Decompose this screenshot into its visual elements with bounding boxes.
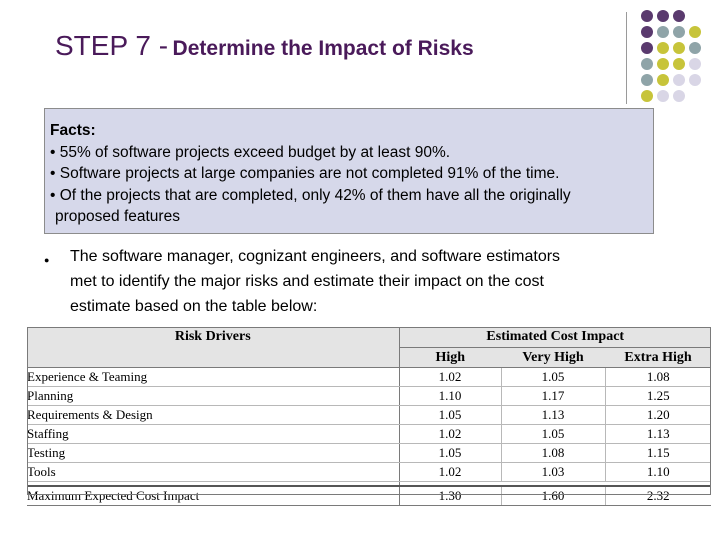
total-extra-high: 2.32 bbox=[604, 486, 711, 506]
facts-line: • Of the projects that are completed, on… bbox=[50, 186, 571, 204]
cell-high: 1.05 bbox=[398, 443, 501, 463]
cell-very-high: 1.05 bbox=[500, 367, 605, 387]
table-row: Testing 1.05 1.08 1.15 bbox=[27, 443, 711, 463]
cell-extra-high: 1.20 bbox=[604, 405, 711, 425]
row-label: Testing bbox=[27, 443, 400, 463]
decorative-dot bbox=[673, 42, 685, 54]
row-label: Staffing bbox=[27, 424, 400, 444]
decorative-dot bbox=[689, 58, 701, 70]
decorative-dot bbox=[689, 42, 701, 54]
estimated-cost-impact-header: Estimated Cost Impact bbox=[399, 327, 711, 348]
column-header-extra-high: Extra High bbox=[605, 347, 711, 368]
total-label: Maximum Expected Cost Impact bbox=[27, 486, 400, 506]
cell-high: 1.05 bbox=[398, 405, 501, 425]
decorative-dot bbox=[689, 26, 701, 38]
cell-extra-high: 1.15 bbox=[604, 443, 711, 463]
main-bullet-text: The software manager, cognizant engineer… bbox=[70, 244, 670, 319]
cell-very-high: 1.17 bbox=[500, 386, 605, 406]
decorative-dot bbox=[641, 42, 653, 54]
decorative-dot bbox=[641, 26, 653, 38]
cell-very-high: 1.05 bbox=[500, 424, 605, 444]
title-prefix: STEP 7 - bbox=[55, 30, 169, 61]
total-high: 1.30 bbox=[398, 486, 501, 506]
table-row: Tools 1.02 1.03 1.10 bbox=[27, 462, 711, 482]
decorative-dot bbox=[641, 58, 653, 70]
decorative-dot bbox=[641, 74, 653, 86]
decorative-dot bbox=[657, 42, 669, 54]
decorative-dot bbox=[657, 26, 669, 38]
cell-high: 1.02 bbox=[398, 367, 501, 387]
cell-extra-high: 1.25 bbox=[604, 386, 711, 406]
table-separator bbox=[27, 481, 711, 487]
cell-very-high: 1.08 bbox=[500, 443, 605, 463]
decorative-dot bbox=[673, 90, 685, 102]
cell-very-high: 1.03 bbox=[500, 462, 605, 482]
column-header-very-high: Very High bbox=[501, 347, 605, 368]
decorative-dot bbox=[673, 10, 685, 22]
decorative-dot bbox=[657, 10, 669, 22]
cell-extra-high: 1.10 bbox=[604, 462, 711, 482]
table-row: Experience & Teaming 1.02 1.05 1.08 bbox=[27, 367, 711, 387]
decorative-dot bbox=[641, 90, 653, 102]
facts-line: proposed features bbox=[55, 208, 180, 226]
bullet-line: estimate based on the table below: bbox=[70, 298, 318, 315]
cell-high: 1.02 bbox=[398, 462, 501, 482]
table-row: Requirements & Design 1.05 1.13 1.20 bbox=[27, 405, 711, 425]
row-label: Experience & Teaming bbox=[27, 367, 400, 387]
decorative-dot bbox=[673, 58, 685, 70]
risk-drivers-table: Risk Drivers Estimated Cost Impact High … bbox=[27, 327, 711, 506]
table-row: Staffing 1.02 1.05 1.13 bbox=[27, 424, 711, 444]
bullet-line: met to identify the major risks and esti… bbox=[70, 273, 544, 290]
bullet-line: The software manager, cognizant engineer… bbox=[70, 248, 561, 265]
row-label: Requirements & Design bbox=[27, 405, 400, 425]
cell-high: 1.02 bbox=[398, 424, 501, 444]
cell-extra-high: 1.08 bbox=[604, 367, 711, 387]
decorative-divider-line bbox=[626, 12, 627, 104]
facts-line: • Software projects at large companies a… bbox=[50, 165, 560, 183]
page-title: STEP 7 - Determine the Impact of Risks bbox=[55, 30, 474, 62]
cell-very-high: 1.13 bbox=[500, 405, 605, 425]
facts-heading: Facts: bbox=[50, 122, 96, 139]
risk-drivers-header: Risk Drivers bbox=[27, 327, 400, 368]
table-total-row: Maximum Expected Cost Impact 1.30 1.60 2… bbox=[27, 486, 711, 506]
decorative-dot bbox=[657, 90, 669, 102]
column-header-high: High bbox=[399, 347, 501, 368]
decorative-dot bbox=[641, 10, 653, 22]
row-label: Tools bbox=[27, 462, 400, 482]
total-very-high: 1.60 bbox=[500, 486, 605, 506]
facts-line: • 55% of software projects exceed budget… bbox=[50, 143, 451, 161]
cell-extra-high: 1.13 bbox=[604, 424, 711, 444]
decorative-dot bbox=[673, 74, 685, 86]
row-label: Planning bbox=[27, 386, 400, 406]
cell-high: 1.10 bbox=[398, 386, 501, 406]
decorative-dot bbox=[657, 74, 669, 86]
decorative-dot bbox=[689, 74, 701, 86]
title-text: Determine the Impact of Risks bbox=[172, 37, 474, 60]
table-row: Planning 1.10 1.17 1.25 bbox=[27, 386, 711, 406]
facts-box: Facts: • 55% of software projects exceed… bbox=[44, 108, 654, 234]
decorative-dot bbox=[657, 58, 669, 70]
decorative-dot bbox=[673, 26, 685, 38]
bullet-icon: ● bbox=[44, 255, 50, 265]
